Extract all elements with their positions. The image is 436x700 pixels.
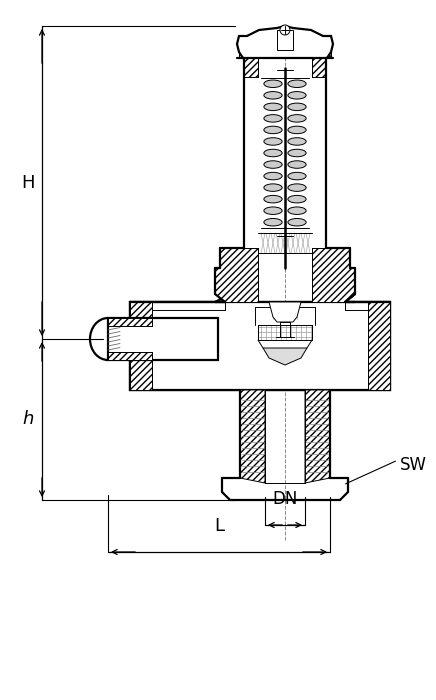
Ellipse shape xyxy=(288,115,306,122)
Ellipse shape xyxy=(288,103,306,111)
Ellipse shape xyxy=(288,195,306,203)
Polygon shape xyxy=(130,302,152,390)
Polygon shape xyxy=(368,302,390,390)
Ellipse shape xyxy=(264,138,282,145)
Polygon shape xyxy=(305,390,330,483)
Ellipse shape xyxy=(288,138,306,145)
Polygon shape xyxy=(312,58,326,77)
Ellipse shape xyxy=(264,103,282,111)
Text: H: H xyxy=(21,174,35,192)
Ellipse shape xyxy=(288,184,306,191)
Text: h: h xyxy=(22,410,34,428)
Polygon shape xyxy=(244,58,258,77)
Bar xyxy=(239,38,249,58)
Bar xyxy=(277,30,293,50)
Ellipse shape xyxy=(264,218,282,226)
Bar xyxy=(130,302,390,390)
Ellipse shape xyxy=(264,207,282,214)
Ellipse shape xyxy=(288,149,306,157)
Polygon shape xyxy=(321,38,331,58)
Polygon shape xyxy=(269,302,301,322)
Ellipse shape xyxy=(264,126,282,134)
Polygon shape xyxy=(263,348,307,365)
Text: L: L xyxy=(214,517,224,535)
Ellipse shape xyxy=(264,184,282,191)
Text: SW: SW xyxy=(400,456,427,474)
Ellipse shape xyxy=(288,126,306,134)
Ellipse shape xyxy=(264,161,282,168)
Ellipse shape xyxy=(264,80,282,88)
Ellipse shape xyxy=(264,172,282,180)
Polygon shape xyxy=(312,248,355,302)
Text: DN: DN xyxy=(272,490,298,508)
Ellipse shape xyxy=(264,195,282,203)
Ellipse shape xyxy=(288,161,306,168)
Ellipse shape xyxy=(264,149,282,157)
Polygon shape xyxy=(108,318,152,326)
Circle shape xyxy=(280,25,290,35)
Bar xyxy=(258,325,312,340)
Bar xyxy=(108,318,218,360)
Polygon shape xyxy=(237,26,333,58)
Polygon shape xyxy=(215,248,258,302)
Polygon shape xyxy=(108,352,152,360)
Ellipse shape xyxy=(264,92,282,99)
Ellipse shape xyxy=(288,207,306,214)
Ellipse shape xyxy=(288,172,306,180)
Ellipse shape xyxy=(264,115,282,122)
Polygon shape xyxy=(239,38,249,58)
Ellipse shape xyxy=(288,92,306,99)
Ellipse shape xyxy=(288,80,306,88)
Ellipse shape xyxy=(288,218,306,226)
Polygon shape xyxy=(240,390,265,483)
Polygon shape xyxy=(130,297,390,390)
